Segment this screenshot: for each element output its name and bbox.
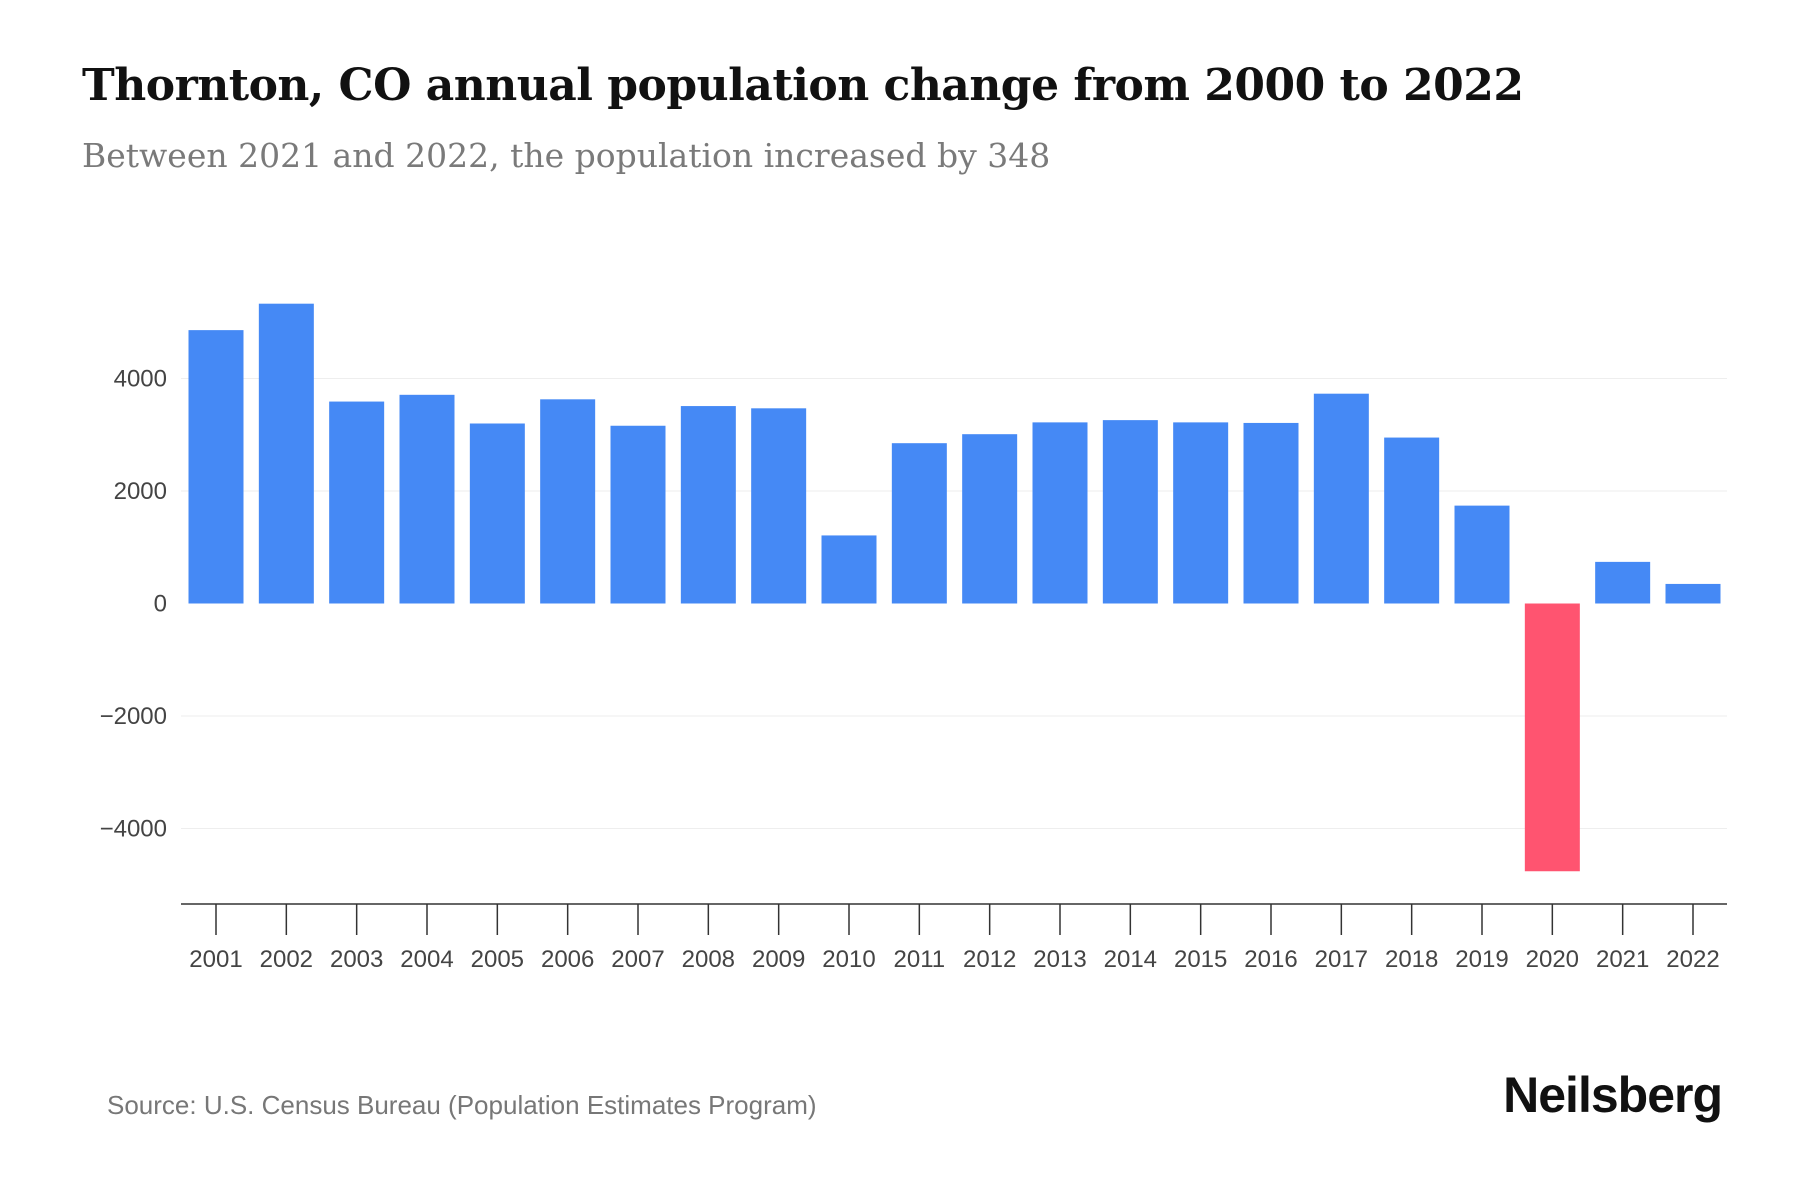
y-tick-label: −2000 (100, 703, 167, 730)
neilsberg-logo: Neilsberg (1503, 1067, 1723, 1123)
x-tick-label: 2021 (1596, 946, 1649, 973)
x-tick-label: 2007 (611, 946, 664, 973)
x-tick-label: 2015 (1174, 946, 1227, 973)
x-tick-label: 2012 (963, 946, 1016, 973)
x-tick-label: 2006 (541, 946, 594, 973)
bar-2004 (399, 394, 455, 604)
bar-2007 (610, 425, 666, 604)
bar-2005 (469, 423, 525, 604)
x-tick-label: 2020 (1526, 946, 1579, 973)
y-tick-label: 4000 (114, 366, 167, 393)
y-tick-label: 2000 (114, 478, 167, 505)
source-note: Source: U.S. Census Bureau (Population E… (107, 1090, 817, 1120)
bar-2012 (962, 434, 1018, 604)
x-tick-label: 2009 (752, 946, 805, 973)
x-tick-label: 2017 (1315, 946, 1368, 973)
bar-2017 (1313, 393, 1369, 604)
bar-2015 (1173, 422, 1229, 604)
bar-2014 (1102, 420, 1158, 604)
bar-2010 (821, 535, 877, 604)
x-tick-label: 2016 (1244, 946, 1297, 973)
y-tick-label: −4000 (100, 816, 167, 843)
bar-2020 (1524, 603, 1580, 872)
bar-2013 (1032, 422, 1088, 604)
bar-2008 (680, 406, 736, 604)
x-tick-label: 2003 (330, 946, 383, 973)
bar-2009 (751, 408, 807, 604)
chart-title: Thornton, CO annual population change fr… (82, 60, 1524, 111)
x-tick-label: 2011 (894, 946, 946, 973)
bar-2002 (258, 303, 314, 604)
bar-2021 (1595, 561, 1651, 604)
bar-2003 (329, 401, 385, 604)
bar-2001 (188, 330, 244, 604)
x-tick-label: 2010 (822, 946, 875, 973)
bar-2006 (540, 399, 596, 604)
x-tick-label: 2018 (1385, 946, 1438, 973)
y-tick-label: 0 (154, 591, 167, 618)
x-tick-label: 2008 (682, 946, 735, 973)
x-tick-label: 2013 (1033, 946, 1086, 973)
bar-2018 (1384, 437, 1440, 604)
bar-2016 (1243, 422, 1299, 604)
bar-2011 (891, 443, 947, 604)
bar-2022 (1665, 583, 1721, 604)
x-tick-label: 2005 (471, 946, 524, 973)
x-tick-label: 2014 (1104, 946, 1157, 973)
chart-subtitle: Between 2021 and 2022, the population in… (82, 136, 1051, 175)
x-tick-label: 2002 (260, 946, 313, 973)
x-tick-label: 2004 (400, 946, 453, 973)
x-tick-label: 2001 (189, 946, 242, 973)
x-tick-label: 2019 (1455, 946, 1508, 973)
bar-2019 (1454, 505, 1510, 604)
x-tick-label: 2022 (1666, 946, 1719, 973)
